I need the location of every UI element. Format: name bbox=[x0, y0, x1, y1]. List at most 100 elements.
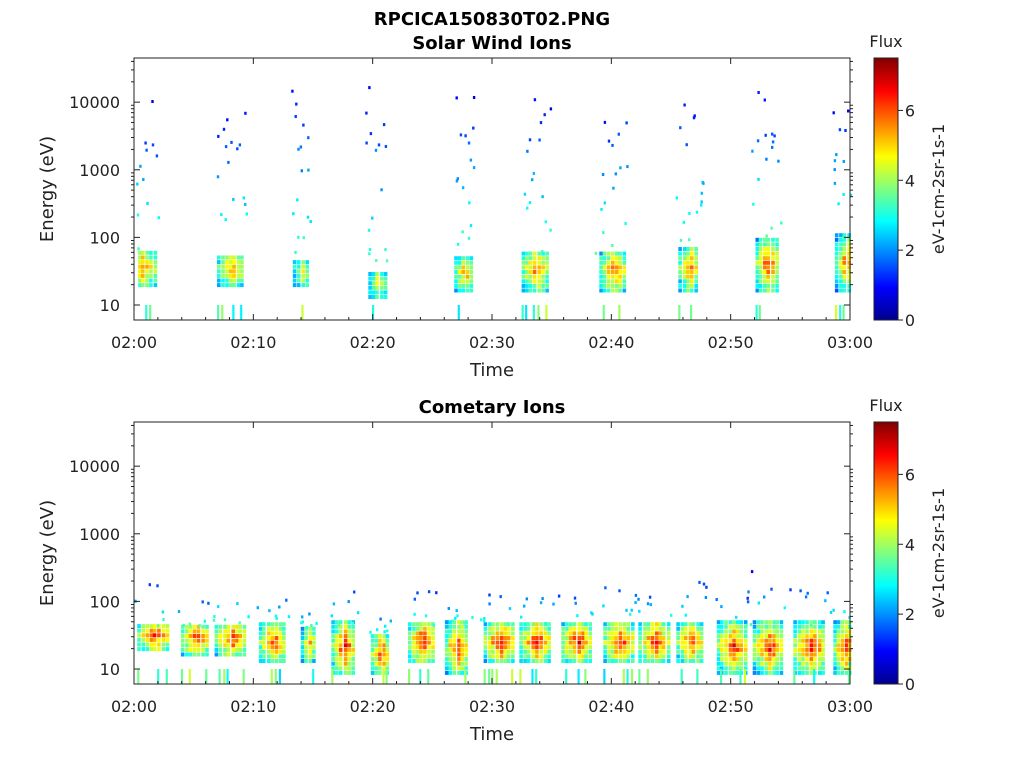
heatmap-cell bbox=[347, 666, 352, 671]
heatmap-cell bbox=[153, 269, 158, 274]
heatmap-cell bbox=[743, 661, 748, 666]
heatmap-cell bbox=[764, 666, 768, 671]
heatmap-cell bbox=[654, 636, 659, 640]
heatmap-cell bbox=[614, 636, 618, 640]
heatmap-cell bbox=[153, 283, 158, 288]
heatmap-cell bbox=[152, 642, 157, 647]
heatmap-cell bbox=[205, 669, 208, 684]
heatmap-cell bbox=[139, 164, 142, 168]
heatmap-cell bbox=[382, 669, 385, 684]
heatmap-cell bbox=[495, 654, 500, 659]
heatmap-cell bbox=[716, 657, 721, 662]
heatmap-cell bbox=[419, 626, 423, 631]
heatmap-cell bbox=[300, 645, 305, 650]
heatmap-cell bbox=[654, 626, 659, 631]
heatmap-cell bbox=[615, 265, 619, 270]
heatmap-cell bbox=[700, 203, 703, 207]
heatmap-cell bbox=[631, 654, 635, 659]
x-tick-label: 02:20 bbox=[350, 697, 396, 716]
heatmap-cell bbox=[622, 640, 627, 645]
heatmap-cell bbox=[615, 288, 619, 293]
heatmap-cell bbox=[678, 279, 682, 284]
heatmap-cell bbox=[606, 256, 611, 261]
heatmap-cell bbox=[844, 620, 849, 625]
heatmap-cell bbox=[756, 629, 761, 634]
heatmap-cell bbox=[764, 647, 768, 652]
heatmap-cell bbox=[760, 629, 764, 634]
heatmap-cell bbox=[724, 652, 728, 657]
heatmap-cell bbox=[240, 260, 244, 265]
heatmap-cell bbox=[447, 607, 450, 610]
heatmap-cell bbox=[771, 288, 775, 293]
heatmap-cell bbox=[789, 588, 792, 592]
heatmap-cell bbox=[779, 634, 784, 639]
heatmap-cell bbox=[775, 624, 779, 629]
heatmap-cell bbox=[650, 645, 655, 650]
heatmap-cell bbox=[300, 636, 305, 640]
heatmap-cell bbox=[618, 589, 621, 593]
heatmap-cell bbox=[622, 256, 627, 261]
heatmap-cell bbox=[461, 230, 464, 234]
heatmap-cell bbox=[526, 149, 529, 153]
heatmap-cell bbox=[756, 634, 761, 639]
heatmap-cell bbox=[732, 666, 736, 671]
heatmap-cell bbox=[153, 278, 158, 283]
heatmap-cell bbox=[547, 645, 551, 650]
heatmap-cell bbox=[539, 622, 543, 627]
heatmap-cell bbox=[762, 260, 767, 265]
heatmap-cell bbox=[519, 631, 523, 636]
heatmap-cell bbox=[661, 645, 666, 650]
heatmap-cell bbox=[177, 610, 181, 613]
heatmap-cell bbox=[699, 622, 704, 627]
heatmap-cell bbox=[844, 652, 849, 657]
heatmap-cell bbox=[419, 669, 422, 684]
heatmap-cell bbox=[702, 181, 705, 185]
heatmap-cell bbox=[157, 647, 161, 652]
heatmap-cell bbox=[809, 643, 814, 648]
heatmap-cell bbox=[686, 247, 690, 251]
y-axis-label: Energy (eV) bbox=[37, 136, 58, 242]
heatmap-cell bbox=[460, 620, 464, 625]
heatmap-cell bbox=[610, 659, 615, 663]
heatmap-cell bbox=[531, 622, 535, 627]
heatmap-cell bbox=[491, 640, 495, 645]
heatmap-cell bbox=[565, 636, 569, 640]
heatmap-cell bbox=[240, 305, 243, 320]
x-tick-label: 02:00 bbox=[111, 333, 157, 352]
heatmap-cell bbox=[221, 273, 225, 278]
heatmap-cell bbox=[145, 273, 149, 278]
heatmap-cell bbox=[599, 265, 603, 270]
heatmap-cell bbox=[768, 643, 772, 648]
heatmap-cell bbox=[499, 595, 502, 599]
heatmap-cell bbox=[435, 591, 438, 595]
heatmap-cell bbox=[683, 288, 687, 293]
heatmap-cell bbox=[419, 622, 423, 627]
heatmap-cell bbox=[472, 126, 475, 130]
heatmap-cell bbox=[643, 659, 647, 663]
heatmap-cell bbox=[448, 643, 453, 648]
heatmap-cell bbox=[347, 634, 352, 639]
heatmap-cell bbox=[488, 622, 492, 627]
heatmap-cell bbox=[375, 281, 379, 286]
heatmap-cell bbox=[408, 636, 412, 640]
heatmap-cell bbox=[218, 638, 223, 643]
heatmap-cell bbox=[739, 638, 743, 643]
heatmap-cell bbox=[771, 251, 775, 256]
heatmap-cell bbox=[188, 622, 192, 626]
heatmap-cell bbox=[805, 652, 809, 657]
heatmap-cell bbox=[535, 640, 539, 645]
heatmap-cell bbox=[584, 636, 588, 640]
heatmap-cell bbox=[678, 260, 682, 265]
heatmap-cell bbox=[448, 638, 453, 643]
heatmap-cell bbox=[743, 669, 747, 684]
heatmap-cell bbox=[688, 626, 693, 631]
heatmap-cell bbox=[622, 636, 627, 640]
heatmap-cell bbox=[457, 629, 461, 634]
heatmap-cell bbox=[565, 649, 569, 654]
heatmap-cell bbox=[833, 657, 837, 662]
heatmap-cell bbox=[683, 103, 686, 107]
heatmap-cell bbox=[752, 620, 757, 625]
heatmap-cell bbox=[646, 645, 651, 650]
heatmap-cell bbox=[192, 652, 197, 657]
heatmap-cell bbox=[618, 279, 622, 284]
